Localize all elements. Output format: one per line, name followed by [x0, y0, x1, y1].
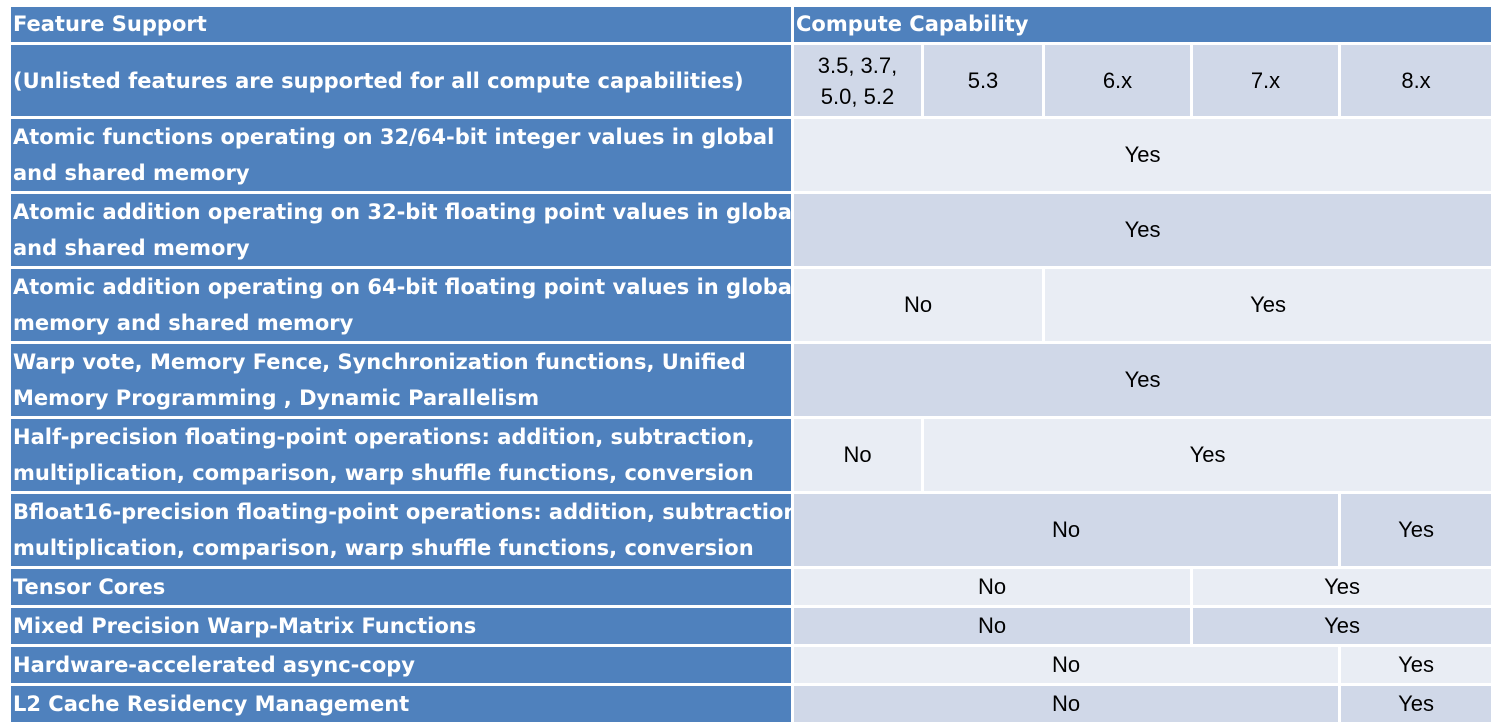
capability-7x: 7.x	[1190, 42, 1341, 119]
capability-3x-5x: 3.5, 3.7, 5.0, 5.2	[791, 42, 924, 119]
feature-support-header: Feature Support	[8, 4, 794, 45]
support-cell: Yes	[1041, 266, 1495, 344]
table-row: L2 Cache Residency Management No Yes	[8, 683, 1495, 725]
support-cell: Yes	[1337, 491, 1495, 569]
table-row: Atomic addition operating on 64-bit floa…	[8, 266, 1495, 344]
feature-label-line: Warp vote, Memory Fence, Synchronization…	[13, 350, 746, 374]
feature-label: Atomic functions operating on 32/64-bit …	[8, 116, 794, 194]
support-cell: No	[791, 566, 1193, 608]
table-row: Atomic addition operating on 32-bit floa…	[8, 191, 1495, 269]
feature-label: Mixed Precision Warp-Matrix Functions	[8, 605, 794, 647]
feature-label-line: Bfloat16-precision floating-point operat…	[13, 500, 793, 524]
support-cell: No	[791, 266, 1045, 344]
feature-label-line: multiplication, comparison, warp shuffle…	[13, 461, 754, 485]
support-cell: No	[791, 683, 1341, 725]
capability-6x: 6.x	[1042, 42, 1193, 119]
support-cell: Yes	[1337, 683, 1495, 725]
feature-label: L2 Cache Residency Management	[8, 683, 794, 725]
feature-label-line: Half-precision floating-point operations…	[13, 425, 755, 449]
feature-label-line: Atomic addition operating on 64-bit floa…	[13, 275, 793, 299]
table-row: Hardware-accelerated async-copy No Yes	[8, 644, 1495, 686]
feature-label-line: Atomic functions operating on 32/64-bit …	[13, 125, 775, 149]
support-cell: Yes	[790, 341, 1495, 419]
feature-label: Hardware-accelerated async-copy	[8, 644, 794, 686]
support-cell: Yes	[790, 191, 1495, 269]
feature-support-table: Feature Support Compute Capability (Unli…	[8, 4, 1495, 725]
feature-label: Half-precision floating-point operations…	[8, 416, 794, 494]
table-row: Bfloat16-precision floating-point operat…	[8, 491, 1495, 569]
support-cell: Yes	[1337, 644, 1495, 686]
support-cell: Yes	[1189, 566, 1495, 608]
capability-5-3: 5.3	[921, 42, 1045, 119]
feature-label-line: Memory Programming , Dynamic Parallelism	[13, 386, 540, 410]
feature-label: Tensor Cores	[8, 566, 794, 608]
table-row: Mixed Precision Warp-Matrix Functions No…	[8, 605, 1495, 647]
table-row: Atomic functions operating on 32/64-bit …	[8, 116, 1495, 194]
feature-label: Bfloat16-precision floating-point operat…	[8, 491, 794, 569]
support-cell: No	[791, 491, 1341, 569]
compute-capability-header: Compute Capability	[790, 4, 1495, 45]
support-cell: No	[791, 605, 1193, 647]
capability-3x-5x-line2: 5.0, 5.2	[820, 83, 895, 109]
feature-label-line: memory and shared memory	[13, 311, 354, 335]
support-cell: Yes	[1189, 605, 1495, 647]
support-cell: No	[791, 644, 1341, 686]
capability-3x-5x-line1: 3.5, 3.7,	[817, 52, 898, 78]
unlisted-features-note: (Unlisted features are supported for all…	[8, 42, 794, 119]
feature-label-line: Atomic addition operating on 32-bit floa…	[13, 200, 793, 224]
capability-8x: 8.x	[1337, 42, 1495, 119]
subheader-row: (Unlisted features are supported for all…	[8, 42, 1495, 119]
table-row: Half-precision floating-point operations…	[8, 416, 1495, 494]
support-cell: Yes	[790, 116, 1495, 194]
feature-label-line: and shared memory	[13, 161, 250, 185]
header-row: Feature Support Compute Capability	[8, 4, 1495, 45]
feature-label-line: multiplication, comparison, warp shuffle…	[13, 536, 754, 560]
feature-label-line: and shared memory	[13, 236, 250, 260]
support-cell: Yes	[920, 416, 1495, 494]
feature-label: Atomic addition operating on 32-bit floa…	[8, 191, 794, 269]
table-row: Warp vote, Memory Fence, Synchronization…	[8, 341, 1495, 419]
support-cell: No	[791, 416, 924, 494]
feature-label: Warp vote, Memory Fence, Synchronization…	[8, 341, 794, 419]
feature-label: Atomic addition operating on 64-bit floa…	[8, 266, 794, 344]
table-row: Tensor Cores No Yes	[8, 566, 1495, 608]
